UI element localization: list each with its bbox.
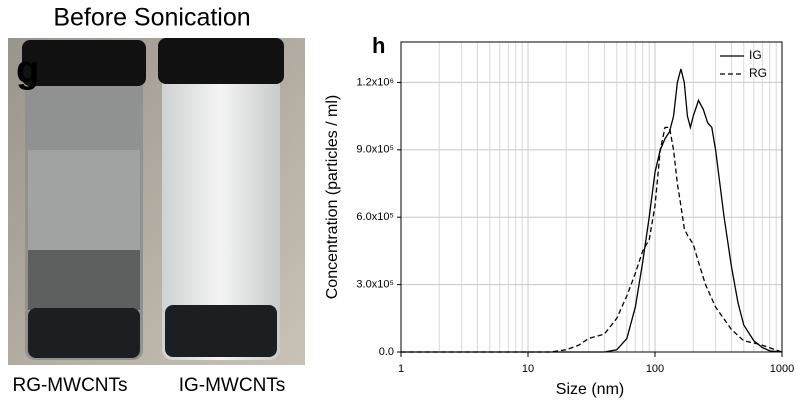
vial-label: RG-MWCNTs xyxy=(12,375,127,396)
panel-label: g xyxy=(16,49,39,91)
photo-title: Before Sonication xyxy=(53,4,250,32)
plot-frame xyxy=(400,41,783,353)
x-tick-label: 100 xyxy=(646,363,664,375)
series-line xyxy=(401,126,783,353)
x-axis-label: Size (nm) xyxy=(556,381,624,398)
vial-right-cap xyxy=(158,38,284,84)
x-tick-label: 1000 xyxy=(770,363,794,375)
y-axis-label: Concentration (particles / ml) xyxy=(324,95,341,300)
series-line xyxy=(401,68,783,353)
vial-right xyxy=(162,70,280,360)
legend-label: IG xyxy=(749,48,762,62)
vial-left-cap xyxy=(22,40,146,86)
vial-label: IG-MWCNTs xyxy=(179,375,286,396)
vial-right-sediment xyxy=(165,305,277,357)
y-tick-label: 1.2x10⁶ xyxy=(356,76,394,88)
panel-label: h xyxy=(372,33,385,58)
vial-left-liquid xyxy=(28,150,140,250)
photo: g xyxy=(8,38,305,365)
y-tick-label: 0.0 xyxy=(379,346,394,358)
legend-label: RG xyxy=(749,66,767,80)
y-tick-label: 6.0x10⁵ xyxy=(356,211,394,223)
x-tick-label: 1 xyxy=(398,363,404,375)
x-tick-label: 10 xyxy=(522,363,534,375)
y-tick-label: 9.0x10⁵ xyxy=(356,144,394,156)
y-tick-label: 3.0x10⁵ xyxy=(356,279,394,291)
vial-left-sediment xyxy=(28,308,140,358)
vial-left-dispersion xyxy=(28,250,140,310)
